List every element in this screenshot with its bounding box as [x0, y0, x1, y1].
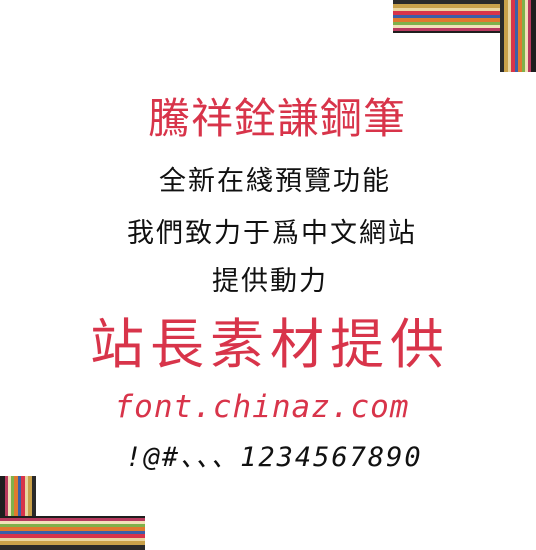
preview-line-2: 我們致力于爲中文網站: [127, 218, 417, 249]
preview-line-1: 全新在綫預覽功能: [159, 166, 391, 197]
top-right-frame-corner-icon: [393, 0, 536, 72]
bottom-left-frame-corner-icon: [0, 476, 145, 550]
preview-large-text: 站長素材提供: [90, 313, 450, 376]
preview-url-text: font.chinaz.com: [114, 389, 410, 425]
preview-line-3: 提供動力: [212, 266, 328, 297]
preview-symbols-digits: !@#、、、1234567890: [125, 442, 423, 473]
font-title: 騰祥銓謙鋼筆: [147, 94, 406, 143]
